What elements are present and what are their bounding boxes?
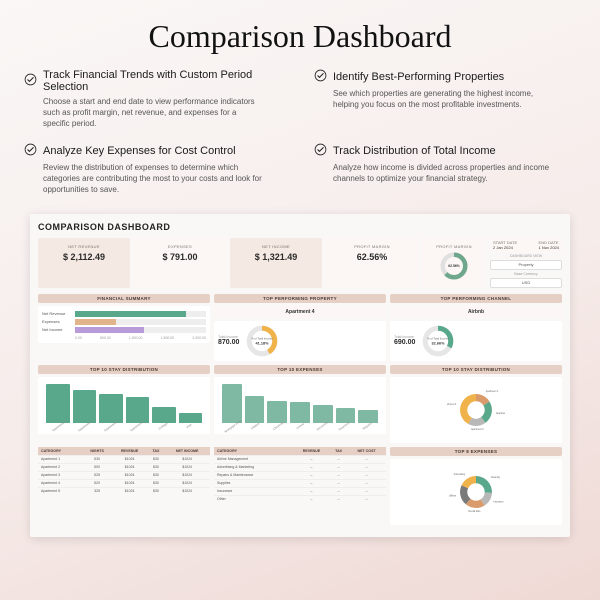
feature-body: See which properties are generating the … (333, 89, 553, 111)
section-header: TOP 10 STAY DISTRIBUTION (38, 365, 210, 374)
kpi-value: 62.56% (330, 252, 414, 262)
feature-title: Track Financial Trends with Custom Perio… (43, 69, 286, 93)
expense-ring-col: TOP 8 EXPENSES Cleaning Insurance Rental M… (390, 447, 562, 525)
check-circle-icon (314, 69, 327, 85)
svg-text:Cleaning: Cleaning (491, 477, 501, 479)
dashboard-preview: COMPARISON DASHBOARD NET REVENUE $ 2,112… (30, 214, 570, 537)
svg-text:% of Total Income: % of Total Income (428, 336, 450, 340)
metric-value: 870.00 (218, 339, 239, 346)
currency-select[interactable]: USD (490, 278, 562, 288)
profit-margin-gauge: PROFIT MARGIN 62.56% (422, 238, 486, 288)
section-header: TOP 10 STAY DISTRIBUTION (390, 365, 562, 374)
feature-body: Review the distribution of expenses to d… (43, 163, 263, 195)
section-header: TOP 8 EXPENSES (390, 447, 562, 456)
kpi-profit-margin: PROFIT MARGIN 62.56% (326, 238, 418, 288)
section-header: TOP PERFORMING PROPERTY (214, 294, 386, 303)
svg-text:41.18%: 41.18% (256, 341, 270, 345)
kpi-value: $ 2,112.49 (42, 252, 126, 262)
svg-text:Apartment 2: Apartment 2 (496, 412, 505, 415)
kpi-label: EXPENSES (138, 244, 222, 249)
top-expenses-col: TOP 10 EXPENSES Mortgage & Int.Utilities… (214, 365, 386, 443)
table-categories: CATEGORYREVENUETAXNET COSTAirline Manage… (214, 447, 386, 525)
date-settings: START DATE2 Jan 2024 END DATE1 Nov 2024 … (490, 238, 562, 288)
stay-ring-chart: Apartment 1 Apartment 2 Apartment 3 Apartme… (390, 377, 562, 443)
svg-text:Advertising: Advertising (454, 473, 466, 476)
top-channel-col: TOP PERFORMING CHANNEL Airbnb Total Inco… (390, 294, 562, 361)
properties-table: CATEGORYNIGHTSREVENUETAXNET INCOMEApartm… (38, 447, 210, 495)
stay-dist-col: TOP 10 STAY DISTRIBUTION Apartment 1Apar… (38, 365, 210, 443)
top-expenses-chart: Mortgage & Int.UtilitiesCleaningLinensGr… (214, 377, 386, 434)
top-channel-donut: Total Income 690.00 % of Total Income32.… (390, 321, 562, 361)
feature-item: Identify Best-Performing Properties See … (314, 69, 576, 129)
svg-text:Utilities: Utilities (449, 494, 457, 497)
kpi-label: NET REVENUE (42, 244, 126, 249)
svg-text:Insurance: Insurance (493, 501, 504, 503)
svg-text:% of Total Income: % of Total Income (252, 336, 274, 340)
feature-body: Analyze how income is divided across pro… (333, 163, 553, 185)
top-property-name: Apartment 4 (214, 306, 386, 318)
table-properties: CATEGORYNIGHTSREVENUETAXNET INCOMEApartm… (38, 447, 210, 525)
stay-ring-col: TOP 10 STAY DISTRIBUTION Apartment 1Apar… (390, 365, 562, 443)
end-date-value[interactable]: 1 Nov 2024 (539, 245, 559, 250)
section-header: FINANCIAL SUMMARY (38, 294, 210, 303)
svg-text:Rental Man.: Rental Man. (468, 510, 481, 513)
expense-ring-chart: Cleaning Insurance Rental Man. Utilities Adv… (390, 459, 562, 525)
currency-label: Base Currency (490, 272, 562, 276)
feature-title: Track Distribution of Total Income (333, 145, 496, 157)
financial-summary-col: FINANCIAL SUMMARY Net RevenueExpensesNet… (38, 294, 210, 361)
kpi-net-revenue: NET REVENUE $ 2,112.49 (38, 238, 130, 288)
metric-value: 690.00 (394, 339, 415, 346)
svg-text:32.66%: 32.66% (432, 341, 446, 345)
svg-text:Apartment 4: Apartment 4 (447, 403, 457, 406)
kpi-expenses: EXPENSES $ 791.00 (134, 238, 226, 288)
section-header: TOP PERFORMING CHANNEL (390, 294, 562, 303)
page-title: Comparison Dashboard (20, 18, 580, 55)
svg-text:Apartment 1: Apartment 1 (486, 390, 499, 393)
feature-item: Track Distribution of Total Income Analy… (314, 143, 576, 195)
kpi-net-income: NET INCOME $ 1,321.49 (230, 238, 322, 288)
dashboard-title: COMPARISON DASHBOARD (38, 222, 562, 232)
kpi-label: PROFIT MARGIN (330, 244, 414, 249)
gauge-donut: 62.56% (439, 251, 469, 281)
top-channel-name: Airbnb (390, 306, 562, 318)
check-circle-icon (24, 143, 37, 159)
kpi-value: $ 791.00 (138, 252, 222, 262)
stay-dist-chart: Apartment 1Apartment 2Apartment 3Apartme… (38, 377, 210, 434)
feature-title: Analyze Key Expenses for Cost Control (43, 145, 236, 157)
feature-grid: Track Financial Trends with Custom Perio… (20, 69, 580, 196)
feature-title: Identify Best-Performing Properties (333, 71, 504, 83)
kpi-value: $ 1,321.49 (234, 252, 318, 262)
financial-summary-chart: Net RevenueExpensesNet Income0.00500.001… (38, 306, 210, 343)
svg-text:62.56%: 62.56% (448, 264, 459, 268)
check-circle-icon (24, 73, 37, 89)
check-circle-icon (314, 143, 327, 159)
gauge-label: PROFIT MARGIN (436, 244, 472, 249)
feature-body: Choose a start and end date to view perf… (43, 97, 263, 129)
feature-item: Track Financial Trends with Custom Perio… (24, 69, 286, 129)
categories-table: CATEGORYREVENUETAXNET COSTAirline Manage… (214, 447, 386, 503)
section-header: TOP 10 EXPENSES (214, 365, 386, 374)
kpi-label: NET INCOME (234, 244, 318, 249)
view-label: DASHBOARD VIEW (490, 254, 562, 258)
view-select[interactable]: Property (490, 260, 562, 270)
top-property-col: TOP PERFORMING PROPERTY Apartment 4 Tota… (214, 294, 386, 361)
top-property-donut: Total Income 870.00 % of Total Income41.… (214, 321, 386, 361)
feature-item: Analyze Key Expenses for Cost Control Re… (24, 143, 286, 195)
start-date-value[interactable]: 2 Jan 2024 (493, 245, 517, 250)
svg-text:Apartment 3: Apartment 3 (471, 428, 484, 431)
